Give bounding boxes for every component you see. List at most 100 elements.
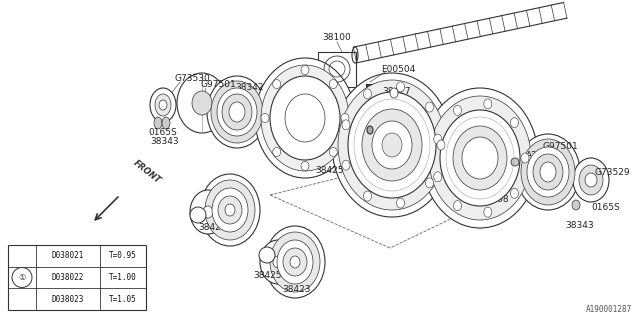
Ellipse shape	[533, 154, 563, 190]
Ellipse shape	[397, 82, 404, 92]
Text: A21053: A21053	[525, 150, 561, 159]
Ellipse shape	[265, 226, 325, 298]
Ellipse shape	[454, 105, 461, 116]
Ellipse shape	[338, 80, 446, 210]
Text: 38425: 38425	[316, 165, 344, 174]
Ellipse shape	[364, 191, 371, 201]
Ellipse shape	[217, 88, 257, 136]
Ellipse shape	[434, 172, 442, 182]
Ellipse shape	[341, 114, 349, 123]
Ellipse shape	[190, 190, 226, 234]
Ellipse shape	[437, 140, 445, 150]
Circle shape	[511, 158, 519, 166]
Circle shape	[190, 207, 206, 223]
Ellipse shape	[260, 240, 296, 284]
Text: 0165S: 0165S	[591, 203, 620, 212]
Ellipse shape	[330, 80, 337, 89]
Ellipse shape	[159, 100, 167, 110]
Ellipse shape	[273, 80, 281, 89]
Ellipse shape	[273, 148, 281, 156]
Ellipse shape	[454, 201, 461, 211]
Ellipse shape	[273, 256, 283, 268]
Text: 38342: 38342	[528, 159, 556, 169]
Ellipse shape	[192, 91, 212, 115]
Ellipse shape	[261, 65, 349, 171]
Text: 38425: 38425	[253, 270, 282, 279]
Ellipse shape	[218, 196, 242, 224]
Bar	[318, 52, 356, 87]
Circle shape	[12, 268, 32, 287]
Ellipse shape	[362, 109, 422, 181]
Bar	[8, 245, 146, 310]
Ellipse shape	[527, 147, 569, 197]
Ellipse shape	[301, 162, 309, 171]
Ellipse shape	[203, 206, 213, 218]
Ellipse shape	[212, 188, 248, 232]
Ellipse shape	[290, 256, 300, 268]
Ellipse shape	[484, 207, 492, 217]
Text: 38421: 38421	[380, 95, 408, 105]
Text: ①: ①	[264, 252, 270, 258]
Ellipse shape	[342, 160, 350, 170]
Ellipse shape	[225, 204, 235, 216]
Ellipse shape	[200, 174, 260, 246]
Text: 38100: 38100	[323, 33, 351, 42]
Ellipse shape	[422, 88, 538, 228]
Ellipse shape	[150, 88, 176, 122]
Ellipse shape	[516, 134, 580, 210]
Text: D038023: D038023	[52, 295, 84, 304]
Text: ①: ①	[19, 273, 26, 282]
Ellipse shape	[342, 120, 350, 130]
Ellipse shape	[397, 198, 404, 208]
Ellipse shape	[255, 58, 355, 178]
Ellipse shape	[229, 102, 245, 122]
Text: G34008: G34008	[276, 126, 312, 135]
Ellipse shape	[364, 89, 371, 99]
Ellipse shape	[301, 66, 309, 75]
Ellipse shape	[572, 200, 580, 210]
Text: 38427: 38427	[383, 86, 412, 95]
Ellipse shape	[330, 148, 337, 156]
Text: 38343: 38343	[566, 220, 595, 229]
Text: A190001287: A190001287	[586, 305, 632, 314]
Ellipse shape	[453, 126, 507, 190]
Text: T=0.95: T=0.95	[109, 251, 137, 260]
Text: G97501: G97501	[542, 141, 578, 150]
Ellipse shape	[521, 153, 529, 163]
Ellipse shape	[154, 117, 162, 129]
Ellipse shape	[283, 248, 307, 276]
Ellipse shape	[261, 114, 269, 123]
Ellipse shape	[332, 73, 452, 217]
Ellipse shape	[207, 76, 267, 148]
Ellipse shape	[285, 94, 325, 142]
Text: FRONT: FRONT	[132, 158, 163, 185]
Text: 38423: 38423	[283, 285, 311, 294]
Text: E00504: E00504	[381, 65, 415, 74]
Text: 38343: 38343	[150, 137, 179, 146]
Ellipse shape	[372, 121, 412, 169]
Ellipse shape	[270, 232, 320, 292]
Text: T=1.00: T=1.00	[109, 273, 137, 282]
Text: G73529: G73529	[594, 167, 630, 177]
Ellipse shape	[434, 134, 442, 144]
Circle shape	[259, 247, 275, 263]
Ellipse shape	[426, 178, 433, 188]
Ellipse shape	[222, 94, 252, 130]
Ellipse shape	[462, 137, 498, 179]
Text: G34008: G34008	[473, 196, 509, 204]
Ellipse shape	[429, 96, 531, 220]
Text: 0165S: 0165S	[148, 127, 177, 137]
Ellipse shape	[573, 158, 609, 202]
Text: 38423: 38423	[199, 223, 227, 233]
Ellipse shape	[270, 76, 340, 160]
Ellipse shape	[511, 188, 518, 198]
Ellipse shape	[177, 73, 227, 133]
Ellipse shape	[367, 126, 373, 134]
Text: ①: ①	[195, 212, 201, 218]
Ellipse shape	[211, 81, 263, 143]
Ellipse shape	[511, 118, 518, 128]
Text: 38342: 38342	[236, 83, 264, 92]
Ellipse shape	[579, 165, 603, 195]
Ellipse shape	[440, 110, 520, 206]
Ellipse shape	[155, 94, 171, 116]
